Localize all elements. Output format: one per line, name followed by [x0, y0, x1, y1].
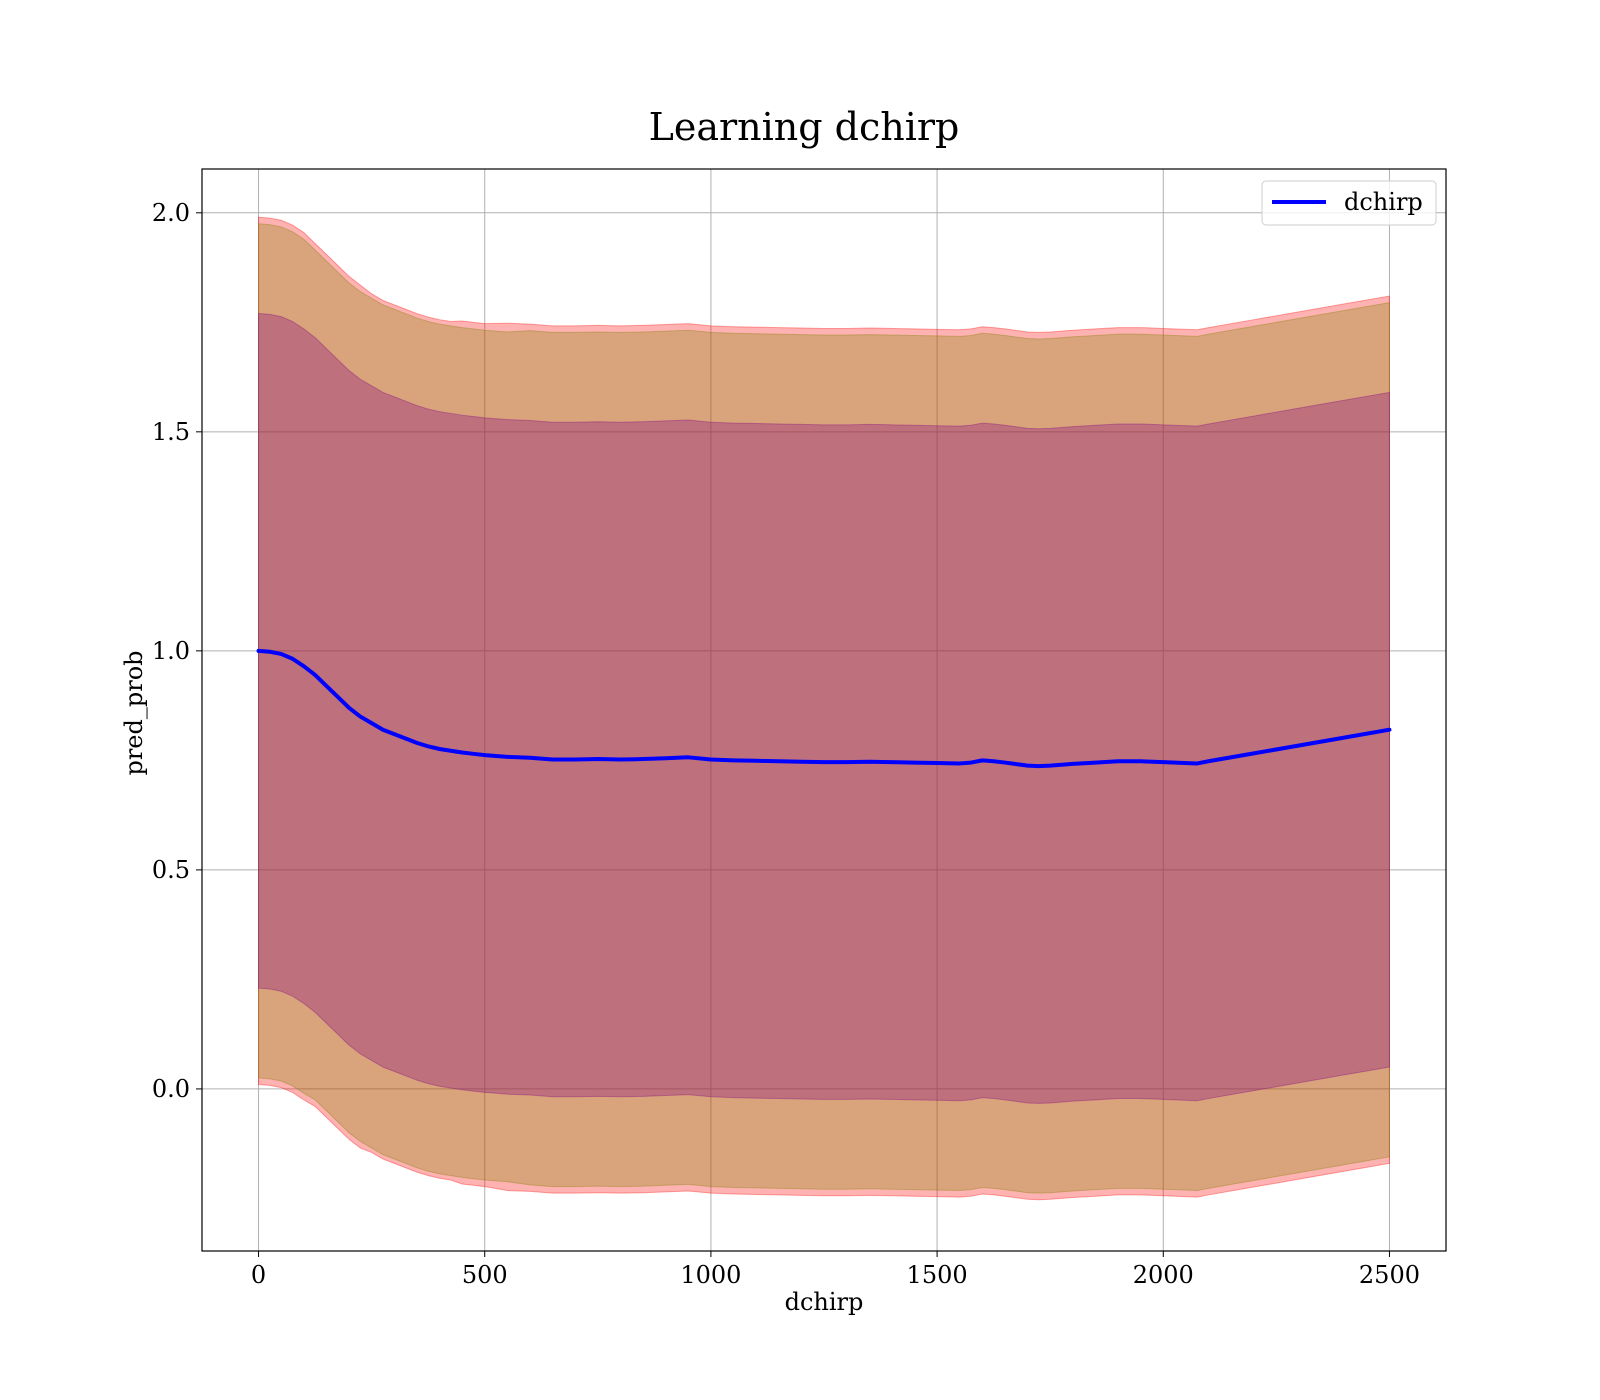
legend-box — [1261, 180, 1437, 226]
chart-title: Learning dchirp — [649, 105, 960, 149]
x-tick-label: 2000 — [1133, 1261, 1194, 1289]
x-axis-label: dchirp — [785, 1288, 864, 1316]
plot-background — [202, 169, 1446, 1251]
legend: dchirp — [1261, 180, 1437, 226]
x-tick-label: 500 — [462, 1261, 508, 1289]
x-tick-label: 1500 — [907, 1261, 968, 1289]
confidence-bands — [258, 216, 1390, 1201]
confidence-band-3 — [258, 313, 1390, 1104]
x-tick-label: 2500 — [1359, 1261, 1420, 1289]
y-tick-label: 2.0 — [152, 199, 190, 227]
y-tick-label: 0.0 — [152, 1075, 190, 1103]
series-line-dchirp — [256, 648, 1392, 769]
x-tick-label: 1000 — [680, 1261, 741, 1289]
legend-label-dchirp: dchirp — [1344, 188, 1423, 216]
y-axis: 0.0 0.5 1.0 1.5 2.0 — [152, 199, 202, 1103]
plot-area — [202, 169, 1446, 1251]
y-tick-label: 1.5 — [152, 418, 190, 446]
x-tick-label: 0 — [251, 1261, 266, 1289]
plot-frame — [201, 168, 1447, 1252]
y-tick-label: 1.0 — [152, 637, 190, 665]
confidence-band-2 — [258, 223, 1390, 1194]
grid — [202, 169, 1446, 1251]
confidence-band-1 — [258, 216, 1390, 1201]
axes-frame — [201, 168, 1447, 1252]
y-axis-label: pred_prob — [120, 650, 148, 775]
x-axis: 0 500 1000 1500 2000 2500 — [251, 1251, 1420, 1289]
y-tick-label: 0.5 — [152, 856, 190, 884]
series-lines — [256, 648, 1392, 769]
